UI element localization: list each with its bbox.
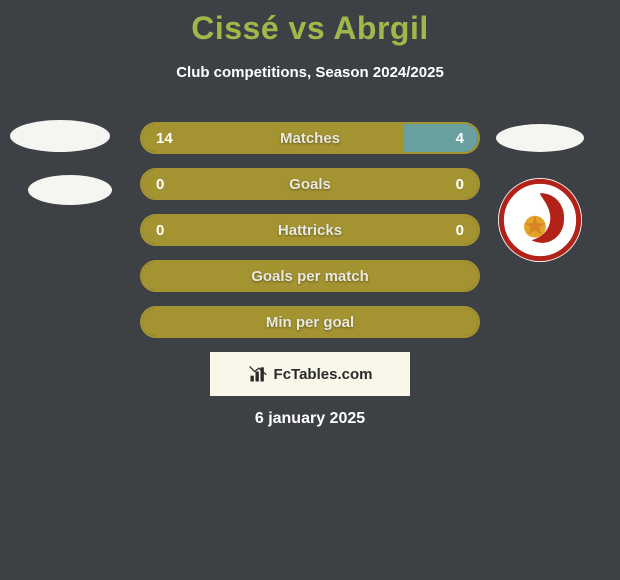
stat-value-left: 0 — [156, 216, 164, 244]
subtitle: Club competitions, Season 2024/2025 — [0, 64, 620, 81]
stat-row: Min per goal — [140, 306, 480, 338]
bar-chart-icon — [248, 364, 268, 384]
stat-label: Hattricks — [142, 216, 478, 244]
stat-value-left: 0 — [156, 170, 164, 198]
date-label: 6 january 2025 — [0, 410, 620, 428]
stat-value-left: 14 — [156, 124, 173, 152]
club-crest-icon — [498, 178, 582, 262]
site-logo-text: FcTables.com — [274, 366, 373, 383]
stat-row: Goals0 0 — [140, 168, 480, 200]
player-blob-left — [28, 175, 112, 205]
player-blob-left — [10, 120, 110, 152]
club-badge-right — [498, 178, 582, 262]
stat-bars: Matches144Goals00Hattricks00Goals per ma… — [140, 122, 480, 352]
site-logo: FcTables.com — [210, 352, 410, 396]
stat-value-right: 0 — [456, 170, 464, 198]
stat-label: Goals — [142, 170, 478, 198]
stat-label: Min per goal — [142, 308, 478, 336]
player-blob-right — [496, 124, 584, 152]
comparison-infographic: Cissé vs Abrgil Club competitions, Season… — [0, 0, 620, 580]
page-title: Cissé vs Abrgil — [0, 10, 620, 47]
stat-row: Goals per match — [140, 260, 480, 292]
stat-label: Goals per match — [142, 262, 478, 290]
stat-value-right: 4 — [456, 124, 464, 152]
stat-label: Matches — [142, 124, 478, 152]
stat-row: Matches14 4 — [140, 122, 480, 154]
stat-row: Hattricks0 0 — [140, 214, 480, 246]
stat-value-right: 0 — [456, 216, 464, 244]
